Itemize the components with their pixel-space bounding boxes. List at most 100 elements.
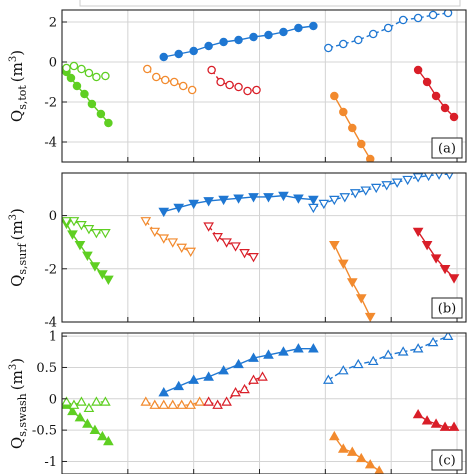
y-axis-label: Qs,swash(m3) bbox=[8, 358, 29, 449]
data-point bbox=[365, 154, 375, 162]
data-point bbox=[234, 35, 243, 45]
data-point bbox=[421, 241, 433, 251]
data-point bbox=[225, 80, 234, 90]
data-point bbox=[67, 230, 78, 240]
data-point bbox=[308, 343, 319, 353]
data-point bbox=[427, 336, 439, 347]
plot-area bbox=[62, 173, 466, 322]
axes-frame bbox=[61, 332, 467, 474]
data-point bbox=[397, 346, 409, 356]
data-point bbox=[324, 43, 333, 53]
data-point bbox=[92, 72, 101, 82]
data-point bbox=[169, 77, 179, 87]
data-point bbox=[68, 217, 80, 227]
data-point bbox=[187, 85, 197, 95]
data-point bbox=[442, 333, 454, 340]
data-point bbox=[185, 399, 197, 409]
y-tick-label: 0 bbox=[49, 56, 57, 71]
data-point bbox=[221, 238, 232, 248]
data-point bbox=[439, 421, 451, 431]
data-point bbox=[140, 396, 152, 406]
data-point bbox=[243, 86, 252, 96]
data-point bbox=[72, 81, 82, 91]
data-point bbox=[428, 10, 438, 20]
data-point bbox=[203, 197, 214, 207]
data-point bbox=[421, 415, 433, 425]
data-point bbox=[422, 77, 432, 87]
data-point bbox=[233, 358, 244, 369]
data-point bbox=[248, 193, 259, 203]
data-point bbox=[263, 349, 274, 359]
data-point bbox=[318, 199, 330, 210]
data-point bbox=[354, 35, 363, 45]
data-point bbox=[349, 189, 361, 199]
data-point bbox=[158, 399, 170, 409]
data-point bbox=[278, 346, 289, 356]
data-point bbox=[239, 383, 250, 394]
data-point bbox=[412, 227, 424, 238]
data-point bbox=[152, 72, 161, 82]
data-point bbox=[248, 252, 259, 263]
data-point bbox=[68, 399, 80, 409]
data-point bbox=[352, 358, 364, 369]
data-point bbox=[176, 243, 188, 254]
data-point bbox=[234, 82, 243, 92]
data-point bbox=[89, 262, 101, 272]
legend-box-remnant bbox=[79, 0, 461, 7]
axes-frame bbox=[61, 172, 467, 323]
data-point bbox=[212, 233, 223, 243]
data-point bbox=[293, 343, 304, 353]
data-point bbox=[435, 173, 443, 180]
panel-tag-box bbox=[431, 137, 463, 159]
data-point bbox=[100, 229, 111, 239]
series-line-blue-open bbox=[328, 12, 449, 49]
data-point bbox=[248, 374, 259, 384]
series-group bbox=[62, 10, 459, 162]
data-point bbox=[263, 193, 274, 203]
data-point bbox=[412, 173, 424, 183]
data-point bbox=[382, 349, 394, 359]
data-point bbox=[355, 452, 367, 463]
data-point bbox=[69, 61, 79, 71]
data-point bbox=[412, 408, 424, 419]
data-point bbox=[346, 446, 358, 456]
data-point bbox=[212, 399, 223, 409]
data-point bbox=[89, 424, 101, 434]
y-tick-label: -0.5 bbox=[32, 424, 57, 439]
panel-a: 2 0 -2 -4 Qs,tot(m3) (a) bbox=[8, 9, 467, 163]
data-point bbox=[91, 396, 102, 406]
data-point bbox=[230, 242, 241, 252]
data-point bbox=[445, 173, 454, 180]
data-point bbox=[82, 418, 93, 428]
y-tick-label: 1 bbox=[49, 330, 57, 345]
data-point bbox=[103, 435, 114, 446]
data-point bbox=[430, 418, 442, 428]
data-point bbox=[264, 30, 273, 40]
data-point bbox=[143, 64, 152, 74]
panels-group: 20-2-4Qs,tot(m3)(a)0-2-4Qs,surf(m3)(b)10… bbox=[8, 9, 467, 474]
data-point bbox=[74, 412, 86, 422]
data-point bbox=[207, 65, 216, 75]
data-point bbox=[100, 396, 111, 406]
data-point bbox=[328, 241, 340, 251]
data-point bbox=[203, 371, 214, 381]
data-point bbox=[149, 227, 161, 238]
data-point bbox=[370, 183, 382, 194]
data-point bbox=[83, 402, 95, 413]
y-tick-label: -4 bbox=[44, 136, 57, 151]
panel-tag-label: (b) bbox=[438, 302, 456, 317]
data-point bbox=[449, 112, 459, 122]
data-point bbox=[323, 374, 334, 384]
plot-area bbox=[62, 10, 466, 162]
data-point bbox=[381, 181, 393, 191]
data-point bbox=[158, 387, 170, 397]
y-tick-label: -2 bbox=[44, 96, 57, 111]
y-axis-label: Qs,surf(m3) bbox=[8, 208, 29, 287]
data-point bbox=[74, 241, 86, 251]
data-point bbox=[83, 225, 95, 235]
data-point bbox=[167, 399, 179, 409]
data-point bbox=[221, 396, 232, 406]
data-point bbox=[66, 73, 76, 83]
data-point bbox=[355, 294, 367, 304]
